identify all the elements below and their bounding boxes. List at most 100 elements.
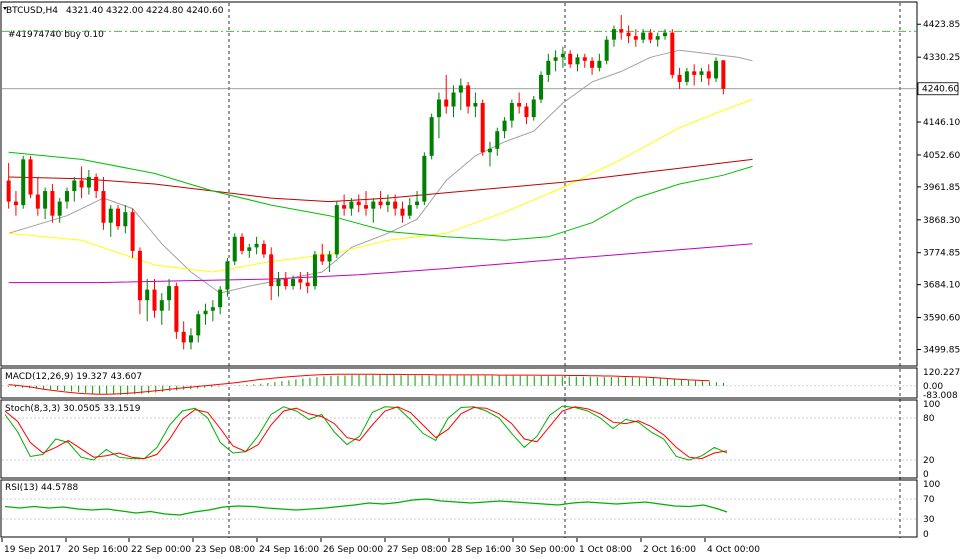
candle — [517, 92, 522, 114]
rsi-tick-label: 70 — [923, 495, 935, 505]
rsi-tick-label: 100 — [923, 480, 940, 490]
candle — [232, 233, 237, 265]
dropdown-arrow-icon[interactable] — [3, 7, 7, 10]
candle — [159, 293, 164, 325]
moving-average-line — [8, 99, 753, 273]
candle — [116, 205, 121, 230]
candle — [670, 29, 675, 79]
candle-body — [517, 103, 522, 107]
candle — [342, 194, 347, 216]
candle — [28, 155, 33, 199]
candle — [611, 25, 616, 47]
candle — [429, 113, 434, 160]
candle-body — [582, 57, 587, 61]
candle — [218, 286, 223, 315]
candle-body — [254, 243, 259, 248]
macd-signal-line — [8, 373, 710, 395]
candle-body — [546, 60, 551, 75]
candle-body — [342, 205, 347, 209]
rsi-title: RSI(13) 44.5788 — [5, 483, 78, 493]
candle — [619, 15, 624, 40]
rsi-indicator: 100 70 30 0 — [2, 480, 940, 540]
candle-body — [509, 103, 514, 121]
candle — [692, 64, 697, 86]
candle — [590, 57, 595, 75]
candle — [451, 85, 456, 118]
candle-body — [553, 57, 558, 61]
candle — [568, 50, 573, 68]
candle — [188, 328, 193, 350]
candle-body — [137, 250, 142, 301]
candle-body — [247, 247, 252, 251]
time-tick-label: 30 Sep 00:00 — [515, 545, 575, 555]
candle — [225, 257, 230, 297]
candle-body — [473, 103, 478, 107]
candle — [466, 81, 471, 114]
candle-body — [269, 254, 274, 287]
candle — [167, 279, 172, 311]
moving-average-line — [8, 151, 753, 241]
candle — [327, 250, 332, 272]
candle-body — [692, 71, 697, 75]
stoch-tick-label: 0 — [923, 470, 929, 480]
candle — [655, 32, 660, 47]
candle-body — [699, 71, 704, 75]
candle-body — [597, 60, 602, 68]
candle-body — [590, 60, 595, 68]
candle — [597, 53, 602, 72]
chart-header: BTCUSD,H4 4321.40 4322.00 4224.80 4240.6… — [6, 6, 224, 40]
candle — [108, 205, 113, 237]
macd-pane[interactable] — [0, 367, 918, 399]
candle — [393, 194, 398, 216]
time-tick-label: 2 Oct 16:00 — [643, 545, 696, 555]
candle-body — [64, 191, 69, 202]
candle — [531, 96, 536, 121]
candle-body — [210, 307, 215, 311]
candle-body — [312, 254, 317, 287]
price-pane[interactable] — [0, 1, 918, 367]
macd-tick-label: 0.00 — [923, 382, 943, 392]
candle — [385, 194, 390, 213]
time-tick-label: 19 Sep 2017 — [4, 545, 61, 555]
candle-body — [458, 85, 463, 93]
candle-body — [298, 279, 303, 283]
candle-body — [57, 201, 62, 216]
candle-body — [203, 310, 208, 315]
candle — [86, 169, 91, 195]
price-tick-label: 3961.85 — [923, 183, 960, 193]
candle-body — [79, 180, 84, 188]
candle — [487, 141, 492, 167]
rsi-tick-label: 30 — [923, 515, 935, 525]
candle-body — [714, 60, 719, 79]
candle — [604, 36, 609, 65]
candle — [444, 74, 449, 114]
candle — [64, 187, 69, 209]
stoch-tick-label: 20 — [923, 456, 935, 466]
candle-body — [130, 212, 135, 251]
candle-body — [677, 74, 682, 82]
candle — [261, 240, 266, 258]
candle — [305, 272, 310, 294]
candle — [363, 191, 369, 216]
candle — [553, 50, 558, 72]
time-tick-label: 20 Sep 16:00 — [68, 545, 128, 555]
candle-body — [575, 57, 580, 65]
price-axis: 4423.85 4330.25 4146.10 4052.60 3961.85 3868.… — [917, 20, 960, 355]
stoch-pane[interactable] — [0, 399, 918, 479]
candle-body — [429, 117, 434, 156]
stoch-title: Stoch(8,3,3) 30.0505 33.1519 — [5, 404, 141, 414]
candle — [721, 60, 726, 95]
candle — [152, 279, 157, 318]
candle-body — [174, 286, 179, 332]
candle — [57, 198, 62, 223]
candle-body — [43, 191, 48, 209]
candle-body — [415, 201, 420, 206]
candle — [6, 162, 11, 209]
candle — [137, 247, 142, 315]
candle-body — [327, 254, 332, 262]
candle — [101, 176, 106, 230]
candle — [247, 243, 252, 258]
candle — [79, 166, 84, 199]
rsi-pane[interactable] — [0, 479, 918, 538]
